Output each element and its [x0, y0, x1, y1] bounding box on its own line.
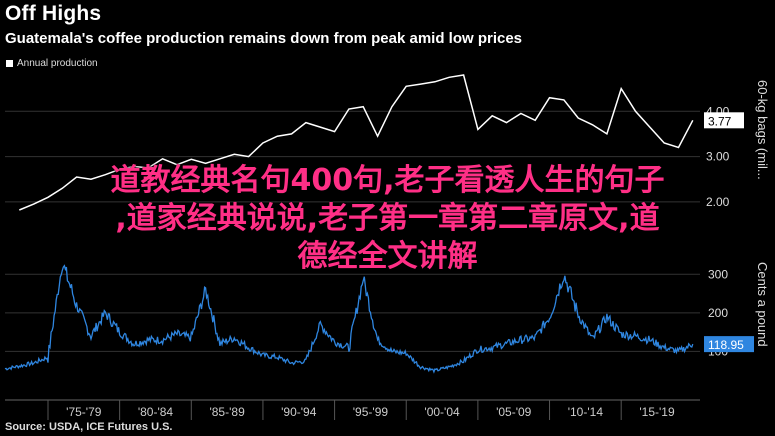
xtick-label-7: '10-'14: [568, 405, 604, 419]
xtick-label-3: '90-'94: [281, 405, 317, 419]
xtick-label-4: '95-'99: [353, 405, 389, 419]
overlay-line-1: 道教经典名句400句,老子看透人生的句子: [0, 162, 775, 200]
production-last-label: 3.77: [708, 114, 732, 128]
xtick-label-5: '00-'04: [424, 405, 460, 419]
overlay-line-2: ,道家经典说说,老子第一章第二章原文,道: [0, 200, 775, 238]
price-last-label: 118.95: [708, 338, 744, 352]
xtick-label-2: '85-'89: [209, 405, 245, 419]
source-note: Source: USDA, ICE Futures U.S.: [5, 421, 172, 433]
price-line: [5, 266, 693, 372]
xtick-label-6: '05-'09: [496, 405, 532, 419]
xtick-label-8: '15-'19: [639, 405, 675, 419]
xtick-label-0: '75-'79: [66, 405, 102, 419]
overlay-watermark-text: 道教经典名句400句,老子看透人生的句子 ,道家经典说说,老子第一章第二章原文,…: [0, 162, 775, 276]
overlay-line-3: 德经全文讲解: [0, 238, 775, 276]
ytick-bottom-1: 200: [708, 306, 728, 320]
xtick-label-1: '80-'84: [138, 405, 174, 419]
